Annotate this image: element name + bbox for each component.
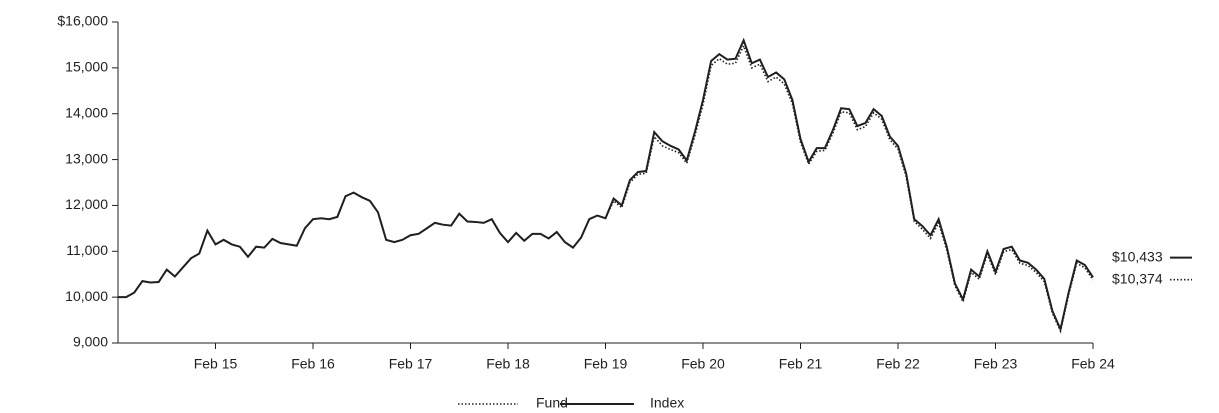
x-tick-label: Feb 20: [681, 356, 725, 372]
legend-label: Index: [650, 395, 684, 411]
x-tick-label: Feb 15: [194, 356, 238, 372]
y-tick-label: 11,000: [66, 242, 108, 258]
x-tick-label: Feb 18: [486, 356, 530, 372]
end-label: $10,433: [1112, 248, 1163, 264]
x-tick-label: Feb 19: [584, 356, 628, 372]
y-tick-label: 12,000: [65, 196, 108, 212]
x-tick-label: Feb 24: [1071, 356, 1115, 372]
end-label: $10,374: [1112, 270, 1163, 286]
x-tick-label: Feb 22: [876, 356, 920, 372]
y-tick-label: 15,000: [65, 59, 108, 75]
y-tick-label: $16,000: [57, 13, 108, 29]
series-line: [118, 43, 1094, 334]
x-tick-label: Feb 16: [291, 356, 335, 372]
y-tick-label: 10,000: [65, 288, 108, 304]
x-tick-label: Feb 23: [974, 356, 1018, 372]
x-tick-label: Feb 21: [779, 356, 823, 372]
y-tick-label: 13,000: [65, 150, 108, 166]
y-tick-label: 14,000: [65, 104, 108, 120]
x-tick-label: Feb 17: [389, 356, 433, 372]
y-tick-label: 9,000: [73, 334, 108, 350]
series-line: [118, 37, 1094, 333]
legend-label: Fund: [536, 395, 568, 411]
